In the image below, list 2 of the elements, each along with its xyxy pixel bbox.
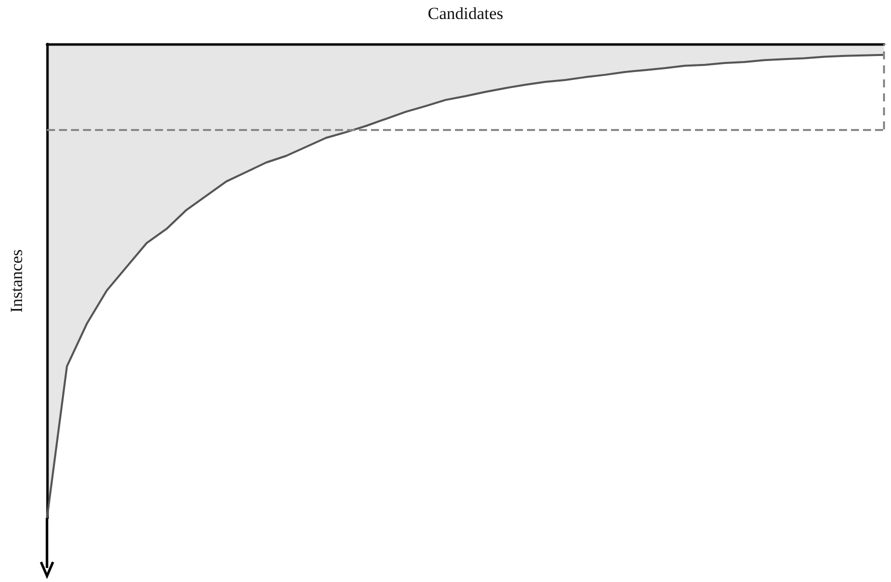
x-axis-title: Candidates [428,4,504,23]
y-axis-title: Instances [7,249,26,313]
